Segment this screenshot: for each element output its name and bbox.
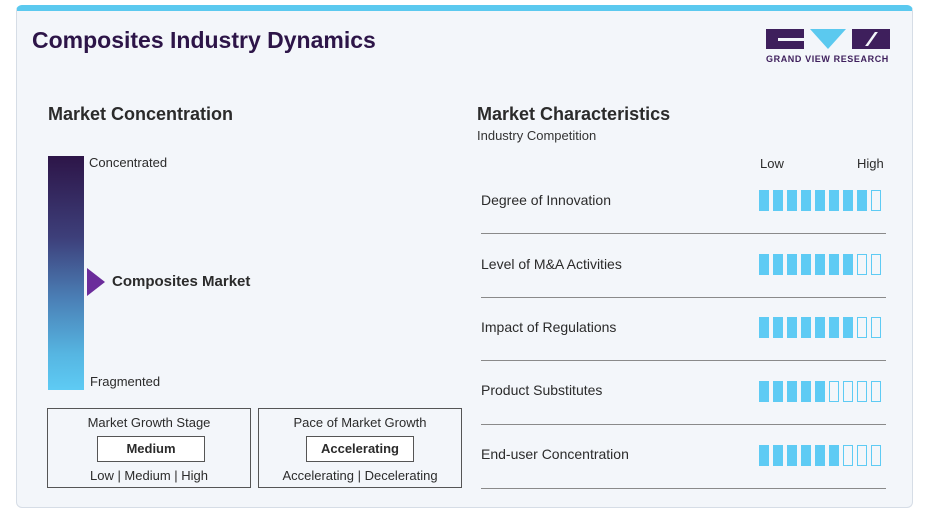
characteristic-label: Product Substitutes [481, 382, 603, 398]
rating-bars [759, 254, 881, 275]
rating-segment-filled [787, 317, 797, 338]
row-divider [481, 488, 886, 489]
scale-high-label: High [857, 156, 884, 171]
characteristic-label: Degree of Innovation [481, 192, 611, 208]
row-divider [481, 297, 886, 298]
rating-segment-filled [759, 445, 769, 466]
pace-of-market-growth-box: Pace of Market Growth Accelerating Accel… [258, 408, 462, 488]
rating-segment-filled [829, 317, 839, 338]
market-characteristics-title: Market Characteristics [477, 104, 671, 124]
characteristic-label: Level of M&A Activities [481, 256, 622, 272]
rating-segment-empty [857, 254, 867, 275]
rating-segment-filled [773, 317, 783, 338]
rating-segment-filled [801, 190, 811, 211]
rating-bars [759, 190, 881, 211]
logo-text: GRAND VIEW RESEARCH [766, 54, 889, 64]
rating-segment-filled [801, 317, 811, 338]
rating-segment-empty [843, 381, 853, 402]
row-divider [481, 424, 886, 425]
growth-stage-value: Medium [97, 436, 205, 462]
fragmented-label: Fragmented [90, 374, 161, 389]
rating-segment-filled [773, 254, 783, 275]
rating-segment-empty [857, 445, 867, 466]
rating-segment-filled [787, 445, 797, 466]
pace-options: Accelerating | Decelerating [282, 468, 438, 483]
rating-segment-filled [773, 381, 783, 402]
market-growth-stage-box: Market Growth Stage Medium Low | Medium … [47, 408, 251, 488]
row-divider [481, 233, 886, 234]
rating-segment-filled [829, 190, 839, 211]
rating-segment-filled [801, 445, 811, 466]
rating-bars [759, 445, 881, 466]
rating-segment-empty [857, 317, 867, 338]
industry-competition-subtitle: Industry Competition [477, 128, 597, 143]
rating-segment-empty [871, 190, 881, 211]
rating-segment-filled [857, 190, 867, 211]
characteristic-label: Impact of Regulations [481, 319, 617, 335]
rating-segment-filled [787, 254, 797, 275]
rating-segment-empty [843, 445, 853, 466]
scale-low-label: Low [760, 156, 784, 171]
rating-segment-filled [759, 381, 769, 402]
market-concentration-title: Market Concentration [48, 104, 234, 124]
concentration-gradient-bar [48, 156, 84, 390]
rating-segment-filled [815, 254, 825, 275]
rating-segment-filled [843, 254, 853, 275]
row-divider [481, 360, 886, 361]
rating-segment-empty [871, 445, 881, 466]
rating-segment-filled [787, 381, 797, 402]
grand-view-research-logo: GRAND VIEW RESEARCH [766, 29, 890, 65]
rating-segment-filled [759, 254, 769, 275]
rating-segment-empty [857, 381, 867, 402]
rating-segment-filled [815, 317, 825, 338]
market-position-label: Composites Market [112, 273, 251, 290]
growth-stage-options: Low | Medium | High [89, 468, 209, 483]
growth-stage-title: Market Growth Stage [87, 415, 211, 430]
rating-segment-filled [759, 190, 769, 211]
rating-bars [759, 381, 881, 402]
rating-segment-filled [843, 317, 853, 338]
rating-segment-filled [759, 317, 769, 338]
rating-segment-filled [829, 254, 839, 275]
rating-segment-filled [843, 190, 853, 211]
rating-segment-filled [815, 445, 825, 466]
rating-segment-empty [871, 254, 881, 275]
rating-segment-filled [801, 254, 811, 275]
rating-segment-empty [829, 381, 839, 402]
rating-segment-filled [815, 381, 825, 402]
rating-segment-empty [871, 381, 881, 402]
pace-value: Accelerating [306, 436, 414, 462]
pace-title: Pace of Market Growth [293, 415, 427, 430]
concentrated-label: Concentrated [89, 155, 168, 170]
rating-segment-filled [815, 190, 825, 211]
market-position-pointer [87, 268, 105, 296]
logo-triangle [810, 29, 846, 49]
rating-segment-filled [773, 445, 783, 466]
rating-segment-filled [801, 381, 811, 402]
characteristic-label: End-user Concentration [481, 446, 629, 462]
rating-segment-empty [871, 317, 881, 338]
page-title: Composites Industry Dynamics [32, 27, 376, 53]
rating-segment-filled [829, 445, 839, 466]
rating-bars [759, 317, 881, 338]
logo-notch-left [778, 38, 804, 41]
rating-segment-filled [787, 190, 797, 211]
rating-segment-filled [773, 190, 783, 211]
